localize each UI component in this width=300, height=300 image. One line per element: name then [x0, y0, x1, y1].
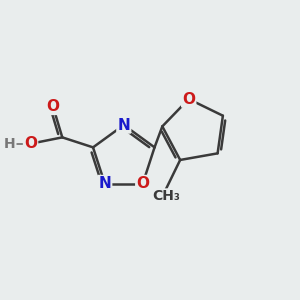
Text: O: O — [46, 99, 59, 114]
Text: O: O — [136, 176, 149, 191]
Text: O: O — [182, 92, 195, 106]
Text: CH₃: CH₃ — [152, 189, 180, 203]
Text: H: H — [4, 137, 16, 151]
Text: N: N — [98, 176, 111, 191]
Text: O: O — [24, 136, 37, 151]
Text: N: N — [117, 118, 130, 133]
